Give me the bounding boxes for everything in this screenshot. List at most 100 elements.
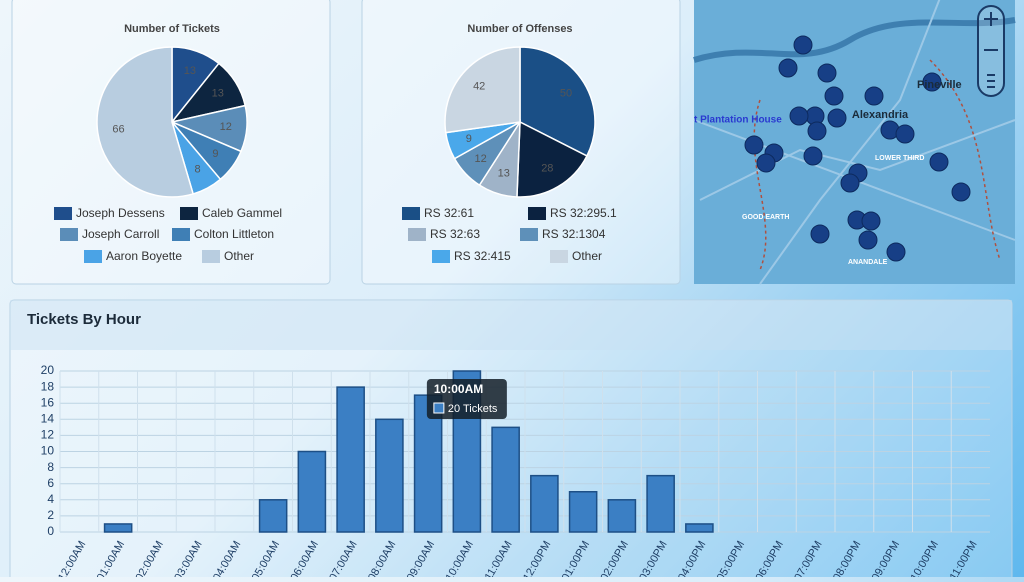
map-marker (803, 146, 823, 166)
bar (530, 474, 559, 533)
map-marker (922, 72, 942, 92)
map-label: LOWER THIRD (875, 155, 924, 162)
slice-label: 42 (473, 81, 485, 93)
bar (685, 523, 714, 533)
pie-slice (516, 120, 588, 198)
bar (103, 523, 133, 533)
tooltip (426, 379, 507, 419)
slice-label: 28 (541, 162, 553, 174)
map-label: Alexandria (852, 109, 909, 121)
pie-slice (96, 46, 195, 198)
panel-header (10, 300, 1012, 350)
legend-label: Other (224, 249, 254, 263)
map-marker (789, 106, 809, 126)
legend-label: RS 32:1304 (542, 227, 606, 241)
y-tick-label: 16 (41, 395, 55, 409)
slice-label: 12 (475, 153, 487, 165)
legend-label: RS 32:61 (424, 206, 474, 220)
pie-slice (444, 46, 521, 134)
slice-label: 66 (112, 124, 124, 136)
y-tick-label: 12 (41, 428, 55, 442)
bar (646, 474, 675, 533)
map-marker (895, 124, 915, 144)
legend-label: RS 32:295.1 (550, 206, 617, 220)
map-marker (886, 242, 906, 262)
map-marker (793, 35, 813, 55)
slice-label: 9 (466, 133, 472, 145)
y-tick-label: 20 (41, 363, 55, 377)
map-marker (951, 182, 971, 202)
y-tick-label: 0 (47, 524, 54, 538)
map-marker (929, 152, 949, 172)
bar (336, 386, 365, 533)
legend-label: Joseph Carroll (82, 227, 159, 241)
slice-label: 9 (212, 148, 218, 160)
map-label: ANANDALE (848, 259, 888, 266)
y-tick-label: 4 (47, 492, 54, 506)
slice-label: 13 (184, 65, 196, 77)
bar (375, 418, 404, 533)
map-marker (778, 58, 798, 78)
map-marker (744, 135, 764, 155)
legend-swatch (408, 228, 426, 241)
map-marker (756, 153, 776, 173)
legend-swatch (60, 228, 78, 241)
legend-swatch (172, 228, 190, 241)
y-tick-label: 14 (41, 411, 55, 425)
river (693, 17, 1016, 63)
map-marker (864, 86, 884, 106)
map[interactable]: Pineville Alexandria t Plantation House LOW… (693, 0, 1016, 285)
map-marker (807, 121, 827, 141)
y-tick-label: 6 (47, 476, 54, 490)
pie-slice (519, 46, 596, 157)
tooltip-label: 20 Tickets (448, 403, 498, 415)
legend-label: Caleb Gammel (202, 206, 282, 220)
y-tick-label: 2 (47, 508, 54, 522)
legend-label: Other (572, 249, 602, 263)
slice-label: 8 (195, 163, 201, 175)
map-label: t Plantation House (694, 115, 782, 126)
slice-label: 50 (560, 88, 572, 100)
tooltip-title: 10:00AM (434, 382, 483, 396)
map-marker (827, 108, 847, 128)
bar (297, 450, 327, 533)
legend-label: Colton Littleton (194, 227, 274, 241)
legend-swatch (180, 207, 198, 220)
bar (258, 499, 288, 533)
map-marker (840, 173, 860, 193)
control-icons (984, 12, 998, 88)
tooltip-swatch (433, 402, 445, 414)
legend-swatch (432, 250, 450, 263)
y-tick-label: 18 (41, 379, 55, 393)
boundary (753, 59, 1001, 271)
slice-label: 13 (212, 87, 224, 99)
legend-swatch (550, 250, 568, 263)
map-marker (810, 224, 830, 244)
map-background (694, 0, 1015, 284)
bar (491, 426, 520, 533)
legend-swatch (528, 207, 546, 220)
y-tick-label: 10 (41, 444, 55, 458)
legend-swatch (202, 250, 220, 263)
y-tick-label: 8 (47, 460, 54, 474)
legend-swatch (84, 250, 102, 263)
slice-label: 13 (498, 167, 510, 179)
legend-swatch (520, 228, 538, 241)
map-marker (817, 63, 837, 83)
legend-label: Aaron Boyette (106, 249, 182, 263)
bar (607, 499, 637, 533)
map-marker (861, 211, 881, 231)
map-marker (858, 230, 878, 250)
map-marker (824, 86, 844, 106)
legend-swatch (54, 207, 72, 220)
legend-label: RS 32:63 (430, 227, 480, 241)
bar (568, 491, 598, 533)
slice-label: 12 (220, 121, 232, 133)
legend-label: RS 32:415 (454, 249, 511, 263)
legend-swatch (402, 207, 420, 220)
map-label: Pineville (917, 79, 962, 91)
legend-label: Joseph Dessens (76, 206, 165, 220)
chart-title: Tickets By Hour (27, 311, 141, 328)
chart-title: Number of Offenses (467, 23, 572, 35)
